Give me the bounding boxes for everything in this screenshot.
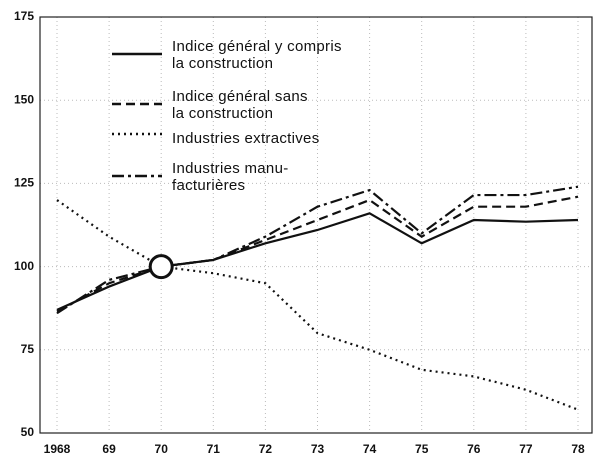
y-tick-label: 100 — [14, 259, 34, 273]
x-tick-label: 72 — [259, 442, 273, 456]
series-line — [56, 212, 579, 311]
y-tick-label: 150 — [14, 92, 34, 106]
series-line — [56, 185, 579, 315]
x-tick-label: 76 — [467, 442, 481, 456]
legend-label: Indice général sans la construction — [172, 88, 308, 122]
legend-label: Indice général y compris la construction — [172, 38, 342, 72]
y-tick-label: 75 — [21, 342, 35, 356]
series-line — [56, 199, 579, 411]
base-marker — [148, 254, 174, 280]
x-tick-label: 69 — [102, 442, 116, 456]
x-tick-label: 78 — [571, 442, 585, 456]
plot-frame — [39, 16, 593, 434]
y-tick-label: 125 — [14, 176, 34, 190]
x-tick-label: 77 — [519, 442, 533, 456]
x-tick-label: 75 — [415, 442, 429, 456]
y-tick-label: 50 — [21, 425, 35, 439]
y-tick-label: 175 — [14, 9, 34, 23]
legend-label: Industries extractives — [172, 130, 320, 147]
x-tick-label: 70 — [155, 442, 169, 456]
x-tick-label: 73 — [311, 442, 325, 456]
legend-label: Industries manu- facturières — [172, 160, 289, 194]
x-tick-label: 74 — [363, 442, 377, 456]
x-tick-label: 71 — [207, 442, 221, 456]
x-tick-label: 1968 — [44, 442, 71, 456]
